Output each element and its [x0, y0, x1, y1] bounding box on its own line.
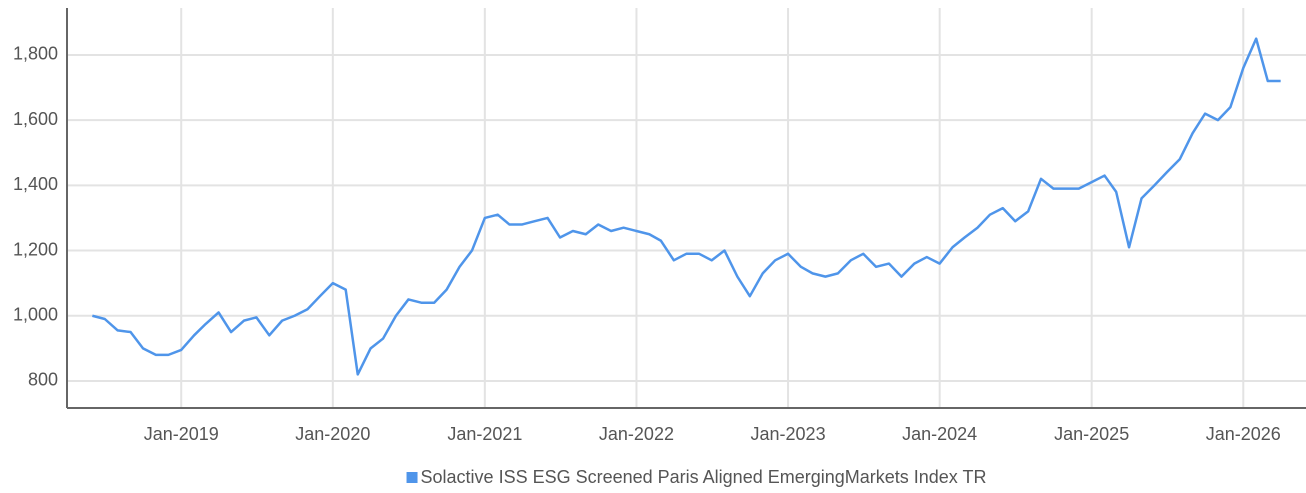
legend-label: Solactive ISS ESG Screened Paris Aligned…: [421, 467, 987, 487]
y-tick-label: 1,200: [13, 239, 58, 259]
y-tick-label: 1,000: [13, 304, 58, 324]
x-tick-label: Jan-2019: [144, 424, 219, 444]
data-line: [92, 37, 1281, 376]
y-tick-label: 1,600: [13, 109, 58, 129]
y-tick-label: 1,800: [13, 44, 58, 64]
legend-swatch: [406, 472, 418, 483]
x-tick-label: Jan-2021: [447, 424, 522, 444]
x-tick-label: Jan-2025: [1054, 424, 1129, 444]
y-tick-label: 800: [28, 370, 58, 390]
x-tick-label: Jan-2023: [751, 424, 826, 444]
x-tick-label: Jan-2026: [1206, 424, 1281, 444]
x-tick-label: Jan-2020: [295, 424, 370, 444]
x-tick-label: Jan-2024: [902, 424, 977, 444]
y-tick-label: 1,400: [13, 174, 58, 194]
x-tick-label: Jan-2022: [599, 424, 674, 444]
